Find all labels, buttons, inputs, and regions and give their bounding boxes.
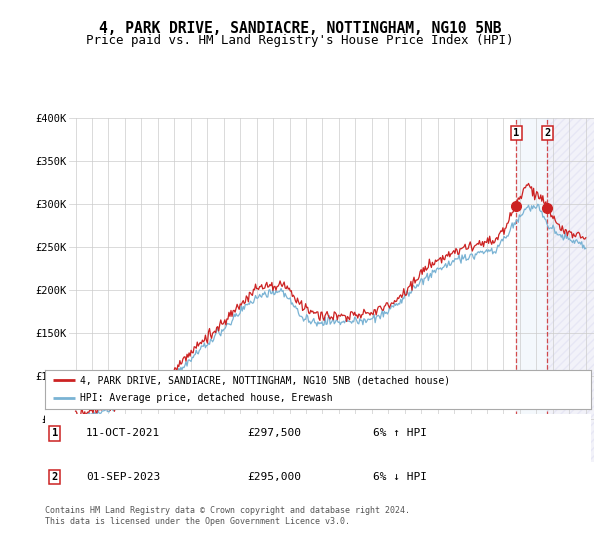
Bar	[517, 118, 547, 462]
Text: Contains HM Land Registry data © Crown copyright and database right 2024.
This d: Contains HM Land Registry data © Crown c…	[45, 506, 410, 526]
Text: 01-SEP-2023: 01-SEP-2023	[86, 472, 160, 482]
Text: 1: 1	[52, 428, 58, 438]
Text: £297,500: £297,500	[247, 428, 301, 438]
Text: 1: 1	[513, 128, 520, 138]
Text: HPI: Average price, detached house, Erewash: HPI: Average price, detached house, Erew…	[80, 393, 333, 403]
Text: 2: 2	[544, 128, 551, 138]
Text: £295,000: £295,000	[247, 472, 301, 482]
Text: 4, PARK DRIVE, SANDIACRE, NOTTINGHAM, NG10 5NB: 4, PARK DRIVE, SANDIACRE, NOTTINGHAM, NG…	[99, 21, 501, 36]
Text: 2: 2	[52, 472, 58, 482]
Text: 4, PARK DRIVE, SANDIACRE, NOTTINGHAM, NG10 5NB (detached house): 4, PARK DRIVE, SANDIACRE, NOTTINGHAM, NG…	[80, 375, 451, 385]
Text: Price paid vs. HM Land Registry's House Price Index (HPI): Price paid vs. HM Land Registry's House …	[86, 34, 514, 46]
Text: 6% ↑ HPI: 6% ↑ HPI	[373, 428, 427, 438]
Text: 11-OCT-2021: 11-OCT-2021	[86, 428, 160, 438]
Bar	[547, 118, 594, 462]
Text: 6% ↓ HPI: 6% ↓ HPI	[373, 472, 427, 482]
